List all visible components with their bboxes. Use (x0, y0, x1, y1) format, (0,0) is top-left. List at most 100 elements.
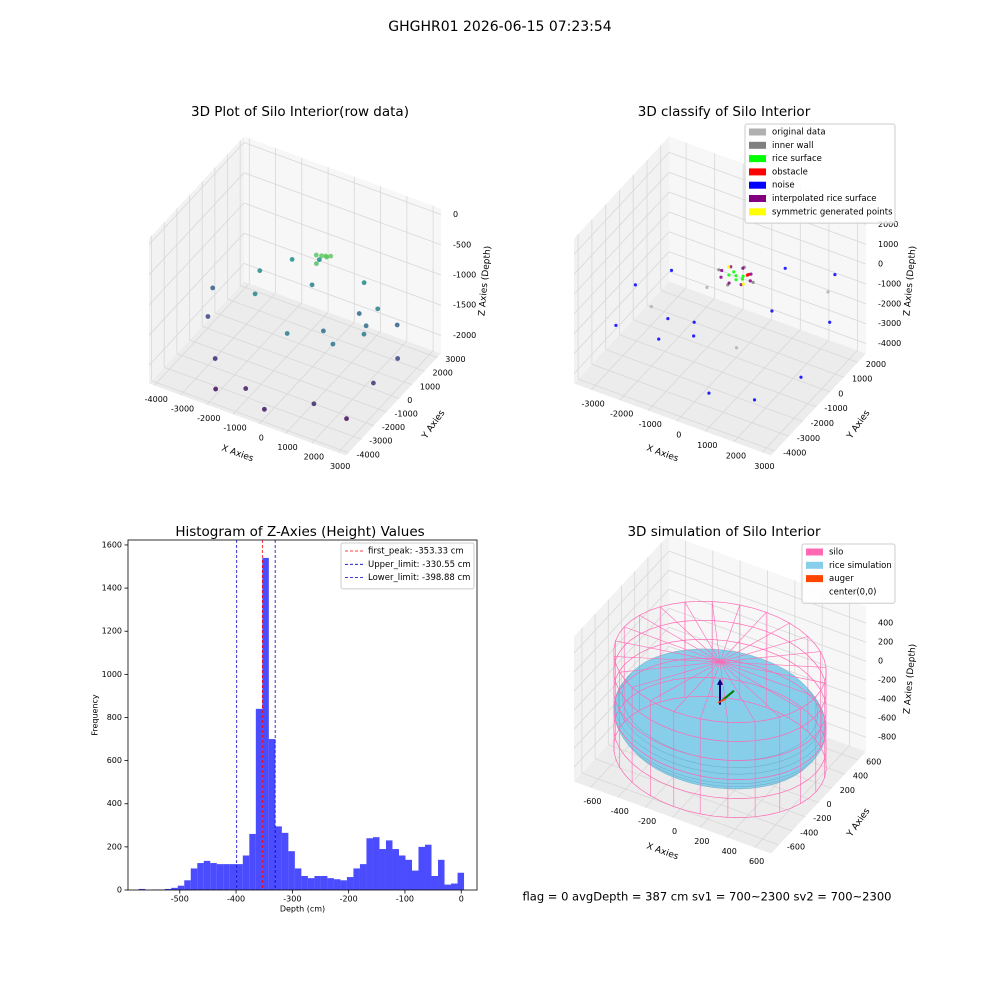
legend-patch (749, 168, 766, 175)
point (310, 282, 315, 287)
bar (373, 837, 380, 890)
point (317, 257, 322, 262)
point (727, 265, 730, 268)
bar (308, 878, 315, 890)
legend-patch (749, 129, 766, 136)
bar (249, 834, 256, 890)
x-axis-label: X Axies (220, 444, 255, 465)
x-tick-label: 600 (749, 857, 764, 866)
legend-patch (749, 182, 766, 189)
x-tick-label: -2000 (610, 410, 633, 419)
z-tick-label: -1000 (453, 270, 476, 279)
bar (236, 864, 243, 890)
bar (399, 855, 406, 890)
point (693, 321, 696, 324)
x-tick-label: -500 (171, 895, 189, 904)
z-tick-label: -4000 (878, 339, 901, 348)
point (314, 261, 319, 266)
bar (392, 849, 399, 890)
point (331, 342, 336, 347)
point (213, 387, 218, 392)
point (243, 386, 248, 391)
x-tick-label: 200 (694, 837, 709, 846)
point (371, 381, 376, 386)
legend-label: rice simulation (829, 561, 892, 571)
point (741, 267, 744, 270)
y-tick-label: -3000 (369, 437, 392, 446)
bar (425, 845, 432, 890)
point (717, 268, 720, 271)
y-tick-label: -4000 (783, 449, 806, 458)
z-tick-label: -1000 (878, 279, 901, 288)
bar (178, 886, 185, 890)
y-axis-label: Frequency (91, 694, 100, 736)
bar (419, 847, 426, 890)
x-tick-label: -2000 (197, 414, 220, 423)
point (719, 276, 722, 279)
point (328, 254, 333, 259)
bar (210, 863, 217, 890)
point (741, 277, 744, 280)
point (321, 328, 326, 333)
x-tick-label: -100 (396, 895, 414, 904)
bar (295, 868, 302, 890)
y-tick-label: 1400 (102, 584, 122, 593)
y-tick-label: -1000 (395, 409, 418, 418)
point (732, 270, 735, 273)
y-tick-label: 2000 (866, 360, 886, 369)
bar (256, 709, 263, 890)
point (657, 337, 660, 340)
point (742, 282, 745, 285)
point (692, 334, 695, 337)
bar (191, 868, 198, 890)
bar (360, 864, 367, 890)
legend-label: obstacle (772, 167, 808, 177)
point (707, 392, 710, 395)
y-tick-label: 800 (107, 713, 122, 722)
bar (334, 879, 341, 890)
bar (321, 876, 328, 890)
footer: flag = 0 avgDepth = 387 cm sv1 = 700~230… (523, 890, 892, 904)
point (614, 324, 617, 327)
x-tick-label: -1000 (223, 424, 246, 433)
point (262, 407, 267, 412)
y-tick-label: -1000 (824, 404, 847, 413)
z-tick-label: -1500 (453, 301, 476, 310)
point (324, 255, 329, 260)
point (312, 401, 317, 406)
point (753, 398, 756, 401)
x-tick-label: 0 (459, 895, 464, 904)
point (749, 279, 752, 282)
bar (217, 864, 224, 890)
bar (223, 864, 230, 890)
bar (353, 868, 360, 890)
x-tick-label: 3000 (330, 462, 350, 471)
bar (301, 876, 308, 890)
y-tick-label: 1000 (852, 375, 872, 384)
legend-label: inner wall (772, 141, 813, 151)
x-tick-label: 0 (672, 827, 677, 836)
bar (340, 880, 347, 890)
point (285, 331, 290, 336)
bar (438, 860, 445, 890)
point (833, 273, 836, 276)
point (666, 317, 669, 320)
legend-label: auger (829, 574, 854, 584)
z-tick-label: -500 (453, 240, 471, 249)
bar (379, 849, 386, 890)
legend-label: center(0,0) (829, 587, 877, 597)
point (828, 321, 831, 324)
legend-label: interpolated rice surface (772, 194, 877, 204)
point (362, 280, 367, 285)
legend-label: rice surface (772, 154, 822, 164)
bar (230, 864, 237, 890)
x-tick-label: -1000 (639, 420, 662, 429)
legend-label: original data (772, 128, 826, 138)
x-tick-label: -300 (283, 895, 301, 904)
z-tick-label: -2000 (453, 331, 476, 340)
point (634, 283, 637, 286)
bar (386, 840, 393, 890)
y-tick-label: 0 (117, 886, 122, 895)
